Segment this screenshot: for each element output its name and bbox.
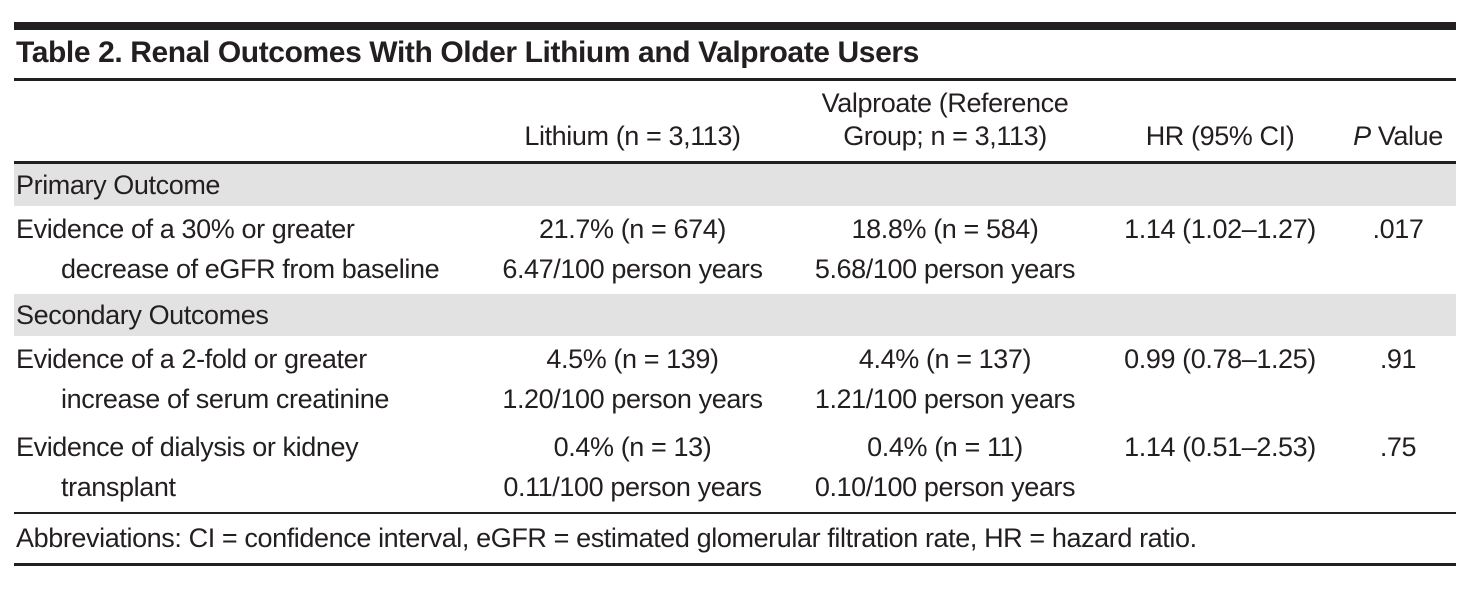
hr-cell: 1.14 (0.51–2.53)	[1124, 432, 1316, 462]
column-header-valproate: Valproate (Reference Group; n = 3,113)	[790, 81, 1100, 164]
section-label-primary: Primary Outcome	[14, 162, 1456, 206]
valproate-percent: 18.8% (n = 584)	[851, 214, 1039, 244]
abbreviations-footnote: Abbreviations: CI = confidence interval,…	[14, 512, 1456, 566]
column-header-pvalue: P Value	[1340, 81, 1456, 164]
valproate-cell: 0.4% (n = 11) 0.10/100 person years	[790, 424, 1100, 512]
column-header-hr-label: HR (95% CI)	[1145, 121, 1295, 151]
lithium-percent: 4.5% (n = 139)	[546, 344, 719, 374]
column-header-outcome	[14, 81, 475, 164]
renal-outcomes-table: Lithium (n = 3,113) Valproate (Reference…	[14, 81, 1456, 512]
lithium-rate: 1.20/100 person years	[502, 384, 763, 414]
lithium-percent: 0.4% (n = 13)	[553, 432, 712, 462]
column-header-lithium: Lithium (n = 3,113)	[475, 81, 790, 164]
outcome-line2: increase of serum creatinine	[61, 384, 389, 414]
lithium-percent: 21.7% (n = 674)	[539, 214, 726, 244]
table-row-egfr-decrease: Evidence of a 30% or greater decrease of…	[14, 206, 1456, 294]
valproate-rate: 5.68/100 person years	[814, 254, 1076, 284]
valproate-cell: 4.4% (n = 137) 1.21/100 person years	[790, 336, 1100, 424]
column-header-hr: HR (95% CI)	[1100, 81, 1340, 164]
outcome-cell: Evidence of a 30% or greater decrease of…	[14, 206, 475, 294]
outcome-cell: Evidence of dialysis or kidney transplan…	[14, 424, 475, 512]
header-row: Lithium (n = 3,113) Valproate (Reference…	[14, 81, 1456, 164]
table-body: Primary Outcome Evidence of a 30% or gre…	[14, 162, 1456, 513]
table-header: Lithium (n = 3,113) Valproate (Reference…	[14, 81, 1456, 164]
valproate-rate: 1.21/100 person years	[814, 384, 1076, 414]
table-figure: Table 2. Renal Outcomes With Older Lithi…	[14, 22, 1456, 566]
column-header-valproate-line1: Valproate (Reference	[821, 88, 1069, 118]
pvalue-cell: .91	[1379, 344, 1417, 374]
pvalue-cell: .75	[1379, 432, 1417, 462]
hr-cell: 0.99 (0.78–1.25)	[1124, 344, 1316, 374]
lithium-rate: 6.47/100 person years	[502, 254, 763, 284]
section-label-secondary: Secondary Outcomes	[14, 294, 1456, 336]
top-rule	[14, 22, 1456, 30]
lithium-cell: 0.4% (n = 13) 0.11/100 person years	[475, 424, 790, 512]
column-header-pvalue-p: P	[1353, 121, 1371, 151]
valproate-percent: 0.4% (n = 11)	[867, 432, 1023, 462]
lithium-cell: 21.7% (n = 674) 6.47/100 person years	[475, 206, 790, 294]
lithium-rate: 0.11/100 person years	[503, 472, 762, 502]
table-row-dialysis-transplant: Evidence of dialysis or kidney transplan…	[14, 424, 1456, 512]
column-header-valproate-line2: Group; n = 3,113)	[843, 121, 1047, 151]
column-header-pvalue-rest: Value	[1370, 121, 1443, 151]
outcome-line1: Evidence of a 2-fold or greater	[16, 344, 367, 374]
hr-cell: 1.14 (1.02–1.27)	[1124, 214, 1316, 244]
outcome-line2: transplant	[61, 472, 176, 502]
valproate-rate: 0.10/100 person years	[814, 472, 1076, 502]
section-band-secondary: Secondary Outcomes	[14, 294, 1456, 336]
valproate-percent: 4.4% (n = 137)	[858, 344, 1032, 374]
column-header-lithium-label: Lithium (n = 3,113)	[524, 121, 741, 151]
outcome-line1: Evidence of a 30% or greater	[16, 214, 355, 244]
lithium-cell: 4.5% (n = 139) 1.20/100 person years	[475, 336, 790, 424]
outcome-line1: Evidence of dialysis or kidney	[16, 432, 359, 462]
table-row-creatinine-increase: Evidence of a 2-fold or greater increase…	[14, 336, 1456, 424]
outcome-cell: Evidence of a 2-fold or greater increase…	[14, 336, 475, 424]
valproate-cell: 18.8% (n = 584) 5.68/100 person years	[790, 206, 1100, 294]
pvalue-cell: .017	[1372, 214, 1424, 244]
section-band-primary: Primary Outcome	[14, 162, 1456, 206]
table-title: Table 2. Renal Outcomes With Older Lithi…	[14, 30, 1456, 81]
outcome-line2: decrease of eGFR from baseline	[61, 254, 440, 284]
